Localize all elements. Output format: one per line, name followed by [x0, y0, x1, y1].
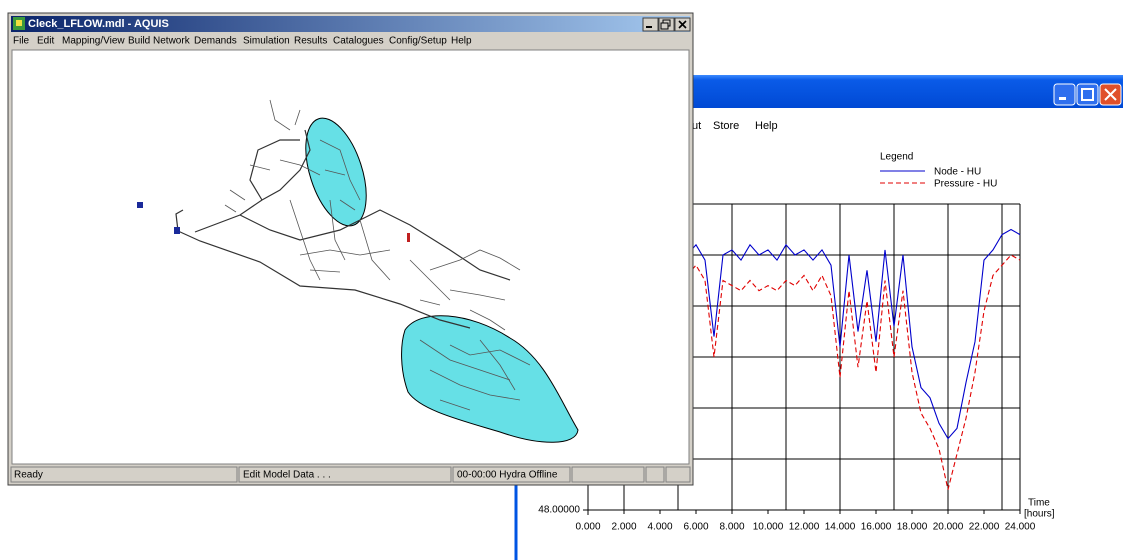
map-canvas[interactable]: [12, 50, 689, 464]
menu-item[interactable]: Demands: [194, 36, 237, 47]
aquis-window: Cleck_LFLOW.mdl - AQUIS File Edit Mapping/V…: [8, 13, 693, 485]
x-tick-label: 6.000: [683, 522, 708, 533]
reservoir-icon[interactable]: [174, 227, 180, 234]
page: {"front_window": {"title": "Cleck_LFLOW.…: [0, 0, 1123, 560]
legend-label: Node - HU: [934, 167, 981, 178]
x-tick-label: 22.000: [969, 522, 1000, 533]
close-button[interactable]: [675, 18, 690, 31]
menu-item[interactable]: Edit: [37, 36, 54, 47]
menu-item[interactable]: Results: [294, 36, 327, 47]
maximize-button[interactable]: [659, 18, 674, 31]
status-text: Ready: [14, 470, 43, 481]
window-title: Cleck_LFLOW.mdl - AQUIS: [28, 18, 169, 30]
status-text: 00-00:00 Hydra Offline: [457, 470, 558, 481]
x-axis-unit: [hours]: [1024, 509, 1055, 520]
x-tick-label: 14.000: [825, 522, 856, 533]
x-axis-label: Time: [1028, 498, 1050, 509]
x-tick-label: 18.000: [897, 522, 928, 533]
legend-title: Legend: [880, 152, 913, 163]
x-tick-label: 16.000: [861, 522, 892, 533]
menu-item[interactable]: Catalogues: [333, 36, 384, 47]
status-text: Edit Model Data . . .: [243, 470, 331, 481]
app-icon: [13, 17, 25, 30]
x-tick-label: 10.000: [753, 522, 784, 533]
menu-item[interactable]: File: [13, 36, 30, 47]
x-tick-label: 20.000: [933, 522, 964, 533]
maximize-button[interactable]: [1077, 84, 1098, 105]
menu-item[interactable]: Help: [755, 120, 778, 132]
menu-item[interactable]: Build Network: [128, 36, 191, 47]
x-tick-label: 24.000: [1005, 522, 1036, 533]
menu-item[interactable]: Simulation: [243, 36, 290, 47]
close-button[interactable]: [1100, 84, 1121, 105]
minimize-button[interactable]: [1054, 84, 1075, 105]
minimize-button[interactable]: [643, 18, 658, 31]
legend-label: Pressure - HU: [934, 179, 997, 190]
x-tick-label: 4.000: [647, 522, 672, 533]
screen: utStoreHelp 48.000000.0002.0004.0006.000…: [0, 0, 1123, 560]
valve-icon[interactable]: [407, 233, 410, 242]
y-tick-label: 48.00000: [538, 505, 580, 516]
menu-item[interactable]: Mapping/View: [62, 36, 125, 47]
reservoir-icon[interactable]: [137, 202, 143, 208]
x-tick-label: 2.000: [611, 522, 636, 533]
x-tick-label: 12.000: [789, 522, 820, 533]
x-tick-label: 8.000: [719, 522, 744, 533]
menu-item[interactable]: Config/Setup: [389, 36, 447, 47]
x-tick-label: 0.000: [575, 522, 600, 533]
menu-item[interactable]: Store: [713, 120, 739, 132]
menu-item[interactable]: Help: [451, 36, 472, 47]
